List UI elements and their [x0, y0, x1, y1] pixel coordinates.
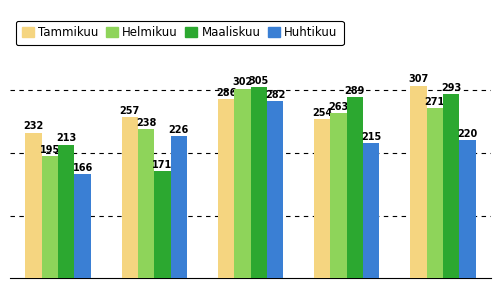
Text: 220: 220 — [457, 129, 477, 139]
Bar — [58, 145, 75, 278]
Bar — [443, 94, 459, 278]
Text: 305: 305 — [248, 76, 269, 86]
Bar — [330, 113, 347, 278]
Bar — [363, 143, 379, 278]
Bar — [459, 140, 475, 278]
Legend: Tammikuu, Helmikuu, Maaliskuu, Huhtikuu: Tammikuu, Helmikuu, Maaliskuu, Huhtikuu — [16, 21, 344, 45]
Text: 166: 166 — [73, 163, 93, 173]
Text: 307: 307 — [408, 74, 428, 84]
Bar — [138, 129, 154, 278]
Text: 226: 226 — [169, 125, 189, 135]
Text: 195: 195 — [40, 145, 60, 155]
Bar — [171, 137, 187, 278]
Text: 293: 293 — [441, 83, 461, 93]
Text: 215: 215 — [361, 132, 381, 142]
Bar — [250, 87, 267, 278]
Bar — [26, 133, 42, 278]
Bar — [154, 171, 171, 278]
Bar — [314, 119, 330, 278]
Text: 282: 282 — [265, 90, 285, 100]
Text: 271: 271 — [424, 97, 445, 107]
Text: 213: 213 — [56, 133, 77, 143]
Text: 302: 302 — [232, 77, 253, 88]
Text: 257: 257 — [120, 106, 140, 116]
Bar — [410, 86, 426, 278]
Text: 254: 254 — [312, 108, 332, 117]
Bar — [426, 108, 443, 278]
Bar — [267, 101, 283, 278]
Bar — [42, 156, 58, 278]
Bar — [347, 97, 363, 278]
Text: 289: 289 — [345, 86, 365, 96]
Bar — [122, 117, 138, 278]
Bar — [234, 89, 250, 278]
Text: 286: 286 — [216, 88, 236, 98]
Text: 238: 238 — [136, 118, 156, 128]
Bar — [218, 99, 234, 278]
Text: 263: 263 — [328, 102, 349, 112]
Text: 171: 171 — [152, 160, 173, 170]
Bar — [75, 174, 91, 278]
Text: 232: 232 — [24, 121, 44, 132]
